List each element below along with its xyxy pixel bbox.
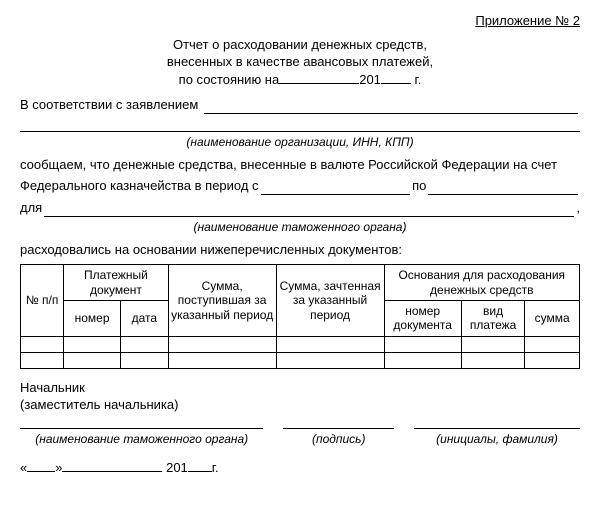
date-year-suffix: г. [212,460,219,475]
title-line-3: по состоянию на 201 г. [20,71,580,89]
table-row [21,336,580,352]
th-num: номер [64,301,121,337]
cell[interactable] [64,352,121,368]
cell[interactable] [276,352,384,368]
for-suffix: , [576,199,580,217]
cell[interactable] [168,336,276,352]
sig-caption-org: (наименование таможенного органа) [20,428,263,447]
title-year-suffix: г. [415,72,422,87]
cell[interactable] [384,352,461,368]
date-month-blank[interactable] [62,471,162,472]
th-sum-z: Сумма, зачтенная за указанный период [276,265,384,337]
period-from-blank[interactable] [261,181,411,195]
table-row [21,352,580,368]
cell[interactable] [525,352,580,368]
body-line-1: сообщаем, что денежные средства, внесенн… [20,156,580,174]
period-line: Федерального казначейства в период с по [20,177,580,195]
title-date-blank[interactable] [279,83,359,84]
chief-line-2: (заместитель начальника) [20,396,580,414]
cell[interactable] [384,336,461,352]
cell[interactable] [461,352,525,368]
caption-org: (наименование организации, ИНН, КПП) [20,134,580,150]
for-prefix: для [20,199,42,217]
title-line-1: Отчет о расходовании денежных средств, [20,36,580,54]
table-header-row-1: № п/п Платежный документ Сумма, поступив… [21,265,580,301]
th-date: дата [120,301,168,337]
title-line-2: внесенных в качестве авансовых платежей, [20,53,580,71]
signature-row: (наименование таможенного органа) (подпи… [20,428,580,447]
title-block: Отчет о расходовании денежных средств, в… [20,36,580,89]
cell[interactable] [21,352,64,368]
statement-blank[interactable] [204,100,578,114]
sig-caption-name: (инициалы, фамилия) [414,428,580,447]
caption-customs: (наименование таможенного органа) [20,219,580,235]
period-prefix: Федерального казначейства в период с [20,177,259,195]
cell[interactable] [276,336,384,352]
chief-line-1: Начальник [20,379,580,397]
cell[interactable] [461,336,525,352]
documents-table: № п/п Платежный документ Сумма, поступив… [20,264,580,369]
date-day-blank[interactable] [27,471,55,472]
th-np: № п/п [21,265,64,337]
cell[interactable] [168,352,276,368]
title-date-prefix: по состоянию на [179,72,280,87]
th-pd: Платежный документ [64,265,169,301]
th-sum: сумма [525,301,580,337]
quote-open: « [20,460,27,475]
body-line-4: расходовались на основании нижеперечисле… [20,241,580,259]
cell[interactable] [120,336,168,352]
th-sum-in: Сумма, поступившая за указанный период [168,265,276,337]
org-blank-line[interactable] [20,118,580,132]
title-year-blank[interactable] [381,83,411,84]
chief-block: Начальник (заместитель начальника) [20,379,580,414]
cell[interactable] [525,336,580,352]
cell[interactable] [64,336,121,352]
th-osn: Основания для расходования денежных сред… [384,265,579,301]
annex-label: Приложение № 2 [20,12,580,30]
period-to-blank[interactable] [428,181,578,195]
period-mid: по [412,177,426,195]
date-line: « » 201 г. [20,459,580,477]
for-line: для , [20,199,580,217]
sig-caption-sign: (подпись) [283,428,394,447]
date-year-prefix: 201 [166,460,188,475]
date-year-blank[interactable] [188,471,212,472]
quote-close: » [55,460,62,475]
cell[interactable] [120,352,168,368]
cell[interactable] [21,336,64,352]
statement-line: В соответствии с заявлением [20,96,580,114]
th-vid: вид платежа [461,301,525,337]
th-docnum: номер документа [384,301,461,337]
for-blank[interactable] [44,203,574,217]
statement-prefix: В соответствии с заявлением [20,96,198,114]
title-year-prefix: 201 [359,72,381,87]
